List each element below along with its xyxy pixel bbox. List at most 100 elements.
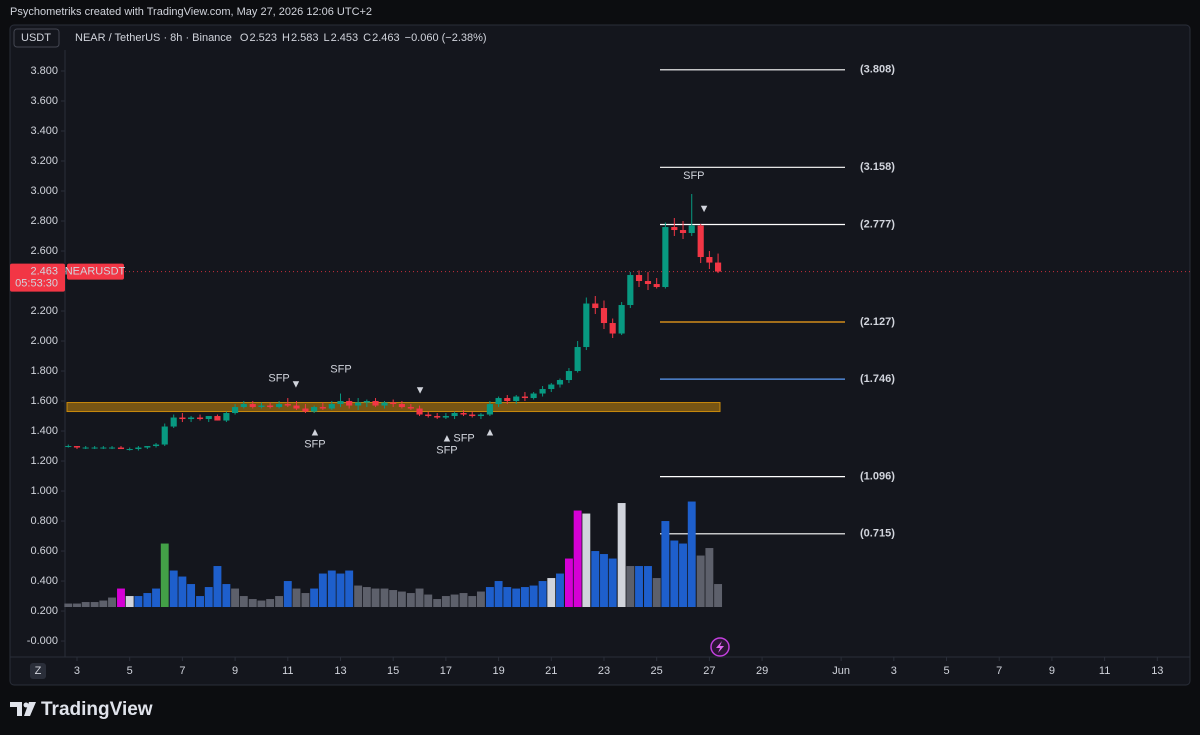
candle-body — [135, 447, 142, 450]
candle-body — [293, 405, 300, 409]
candle-body — [697, 225, 704, 258]
volume-bar — [564, 558, 573, 607]
volume-bar — [608, 558, 617, 607]
volume-bar — [125, 596, 134, 607]
y-tick-label: 0.200 — [30, 605, 58, 617]
candle-body — [390, 402, 397, 405]
y-tick-label: 0.400 — [30, 575, 58, 587]
candle-body — [662, 227, 669, 288]
candle-body — [442, 416, 449, 418]
y-tick-label: 2.200 — [30, 305, 58, 317]
volume-bar — [547, 578, 556, 607]
level-label: (0.715) — [860, 528, 895, 540]
currency-box[interactable] — [13, 28, 60, 48]
x-tick-label: 11 — [282, 665, 293, 677]
x-tick-label: 3 — [74, 665, 80, 677]
volume-bar — [152, 588, 160, 607]
ohlc-label: H — [282, 32, 290, 44]
candle-body — [170, 417, 177, 427]
volume-bar — [714, 584, 723, 607]
volume-bar — [354, 585, 363, 607]
ohlc-value: 2.453 — [331, 32, 359, 44]
volume-bar — [196, 596, 204, 607]
x-tick-label: 27 — [703, 665, 715, 677]
candle-body — [688, 225, 695, 234]
logo-text: TradingView — [41, 699, 153, 720]
candle-body — [205, 416, 212, 420]
candle-body — [267, 405, 274, 408]
annotation: SFP — [453, 432, 474, 444]
candle-body — [346, 401, 353, 406]
currency[interactable]: USDT — [21, 32, 51, 44]
x-tick-label: 21 — [545, 665, 557, 677]
candle-body — [188, 417, 195, 420]
candle-body — [82, 447, 89, 449]
event-icon[interactable] — [710, 637, 730, 657]
ohlc-label: L — [324, 32, 330, 44]
candle-body — [425, 414, 432, 417]
y-tick-label: 1.400 — [30, 425, 58, 437]
volume-bar — [652, 578, 661, 607]
candle-body — [706, 257, 713, 263]
volume-bar — [661, 521, 670, 607]
candle-body — [73, 446, 81, 448]
volume-bar — [213, 566, 222, 607]
candle-body — [521, 396, 529, 399]
y-tick-label: 2.000 — [30, 335, 58, 347]
x-tick-label: 17 — [440, 665, 452, 677]
y-tick-label: 0.600 — [30, 545, 58, 557]
y-tick-label: 1.200 — [30, 455, 58, 467]
volume-bar — [160, 543, 169, 607]
volume-bar — [406, 593, 415, 607]
volume-bar — [239, 596, 248, 607]
candle-body — [592, 303, 599, 309]
candle-body — [513, 396, 520, 402]
volume-bar — [397, 591, 406, 607]
logo-dot — [23, 702, 29, 708]
volume-bar — [433, 599, 442, 607]
candle-body — [258, 405, 265, 408]
candle-body — [372, 401, 379, 406]
candle-body — [679, 230, 687, 234]
volume-bar — [441, 596, 450, 607]
ohlc-value: 2.463 — [372, 32, 400, 44]
volume-bar — [424, 594, 433, 607]
x-tick-label: 7 — [179, 665, 185, 677]
candle-body — [91, 447, 98, 449]
volume-bar — [644, 566, 652, 607]
logo: TradingView — [10, 699, 153, 720]
candle-body — [539, 389, 546, 394]
candle-body — [398, 404, 405, 408]
volume-bar — [459, 593, 468, 607]
candle-body — [451, 413, 458, 417]
volume-bar — [503, 587, 512, 607]
candle-body — [363, 401, 370, 403]
event-bolt[interactable] — [716, 641, 724, 653]
level-label: (2.127) — [860, 316, 895, 328]
last-price-tag — [10, 263, 65, 292]
candle-body — [469, 414, 476, 417]
level-label: (2.777) — [860, 218, 895, 230]
scale-button[interactable] — [30, 663, 46, 679]
candle-body — [495, 398, 502, 405]
volume-bar — [222, 584, 231, 607]
scale-button-label[interactable]: Z — [35, 665, 42, 677]
volume-bar — [204, 587, 213, 607]
volume-bar — [117, 588, 125, 607]
candle-body — [504, 398, 511, 402]
ohlc-label: C — [363, 32, 371, 44]
y-tick-label: 3.200 — [30, 155, 58, 167]
y-tick-label: 3.400 — [30, 125, 58, 137]
volume-bar — [573, 510, 582, 607]
x-tick-label: 9 — [232, 665, 238, 677]
y-tick-label: 2.600 — [30, 245, 58, 257]
volume-bar — [380, 588, 389, 607]
volume-bar — [512, 588, 521, 607]
symbol-tag — [67, 263, 124, 280]
x-tick-label: 29 — [756, 665, 768, 677]
candle-body — [548, 384, 555, 390]
candle-body — [434, 416, 441, 418]
snapshot-title: Psychometriks created with TradingView.c… — [10, 6, 372, 18]
annotation: ▲ — [441, 432, 452, 444]
